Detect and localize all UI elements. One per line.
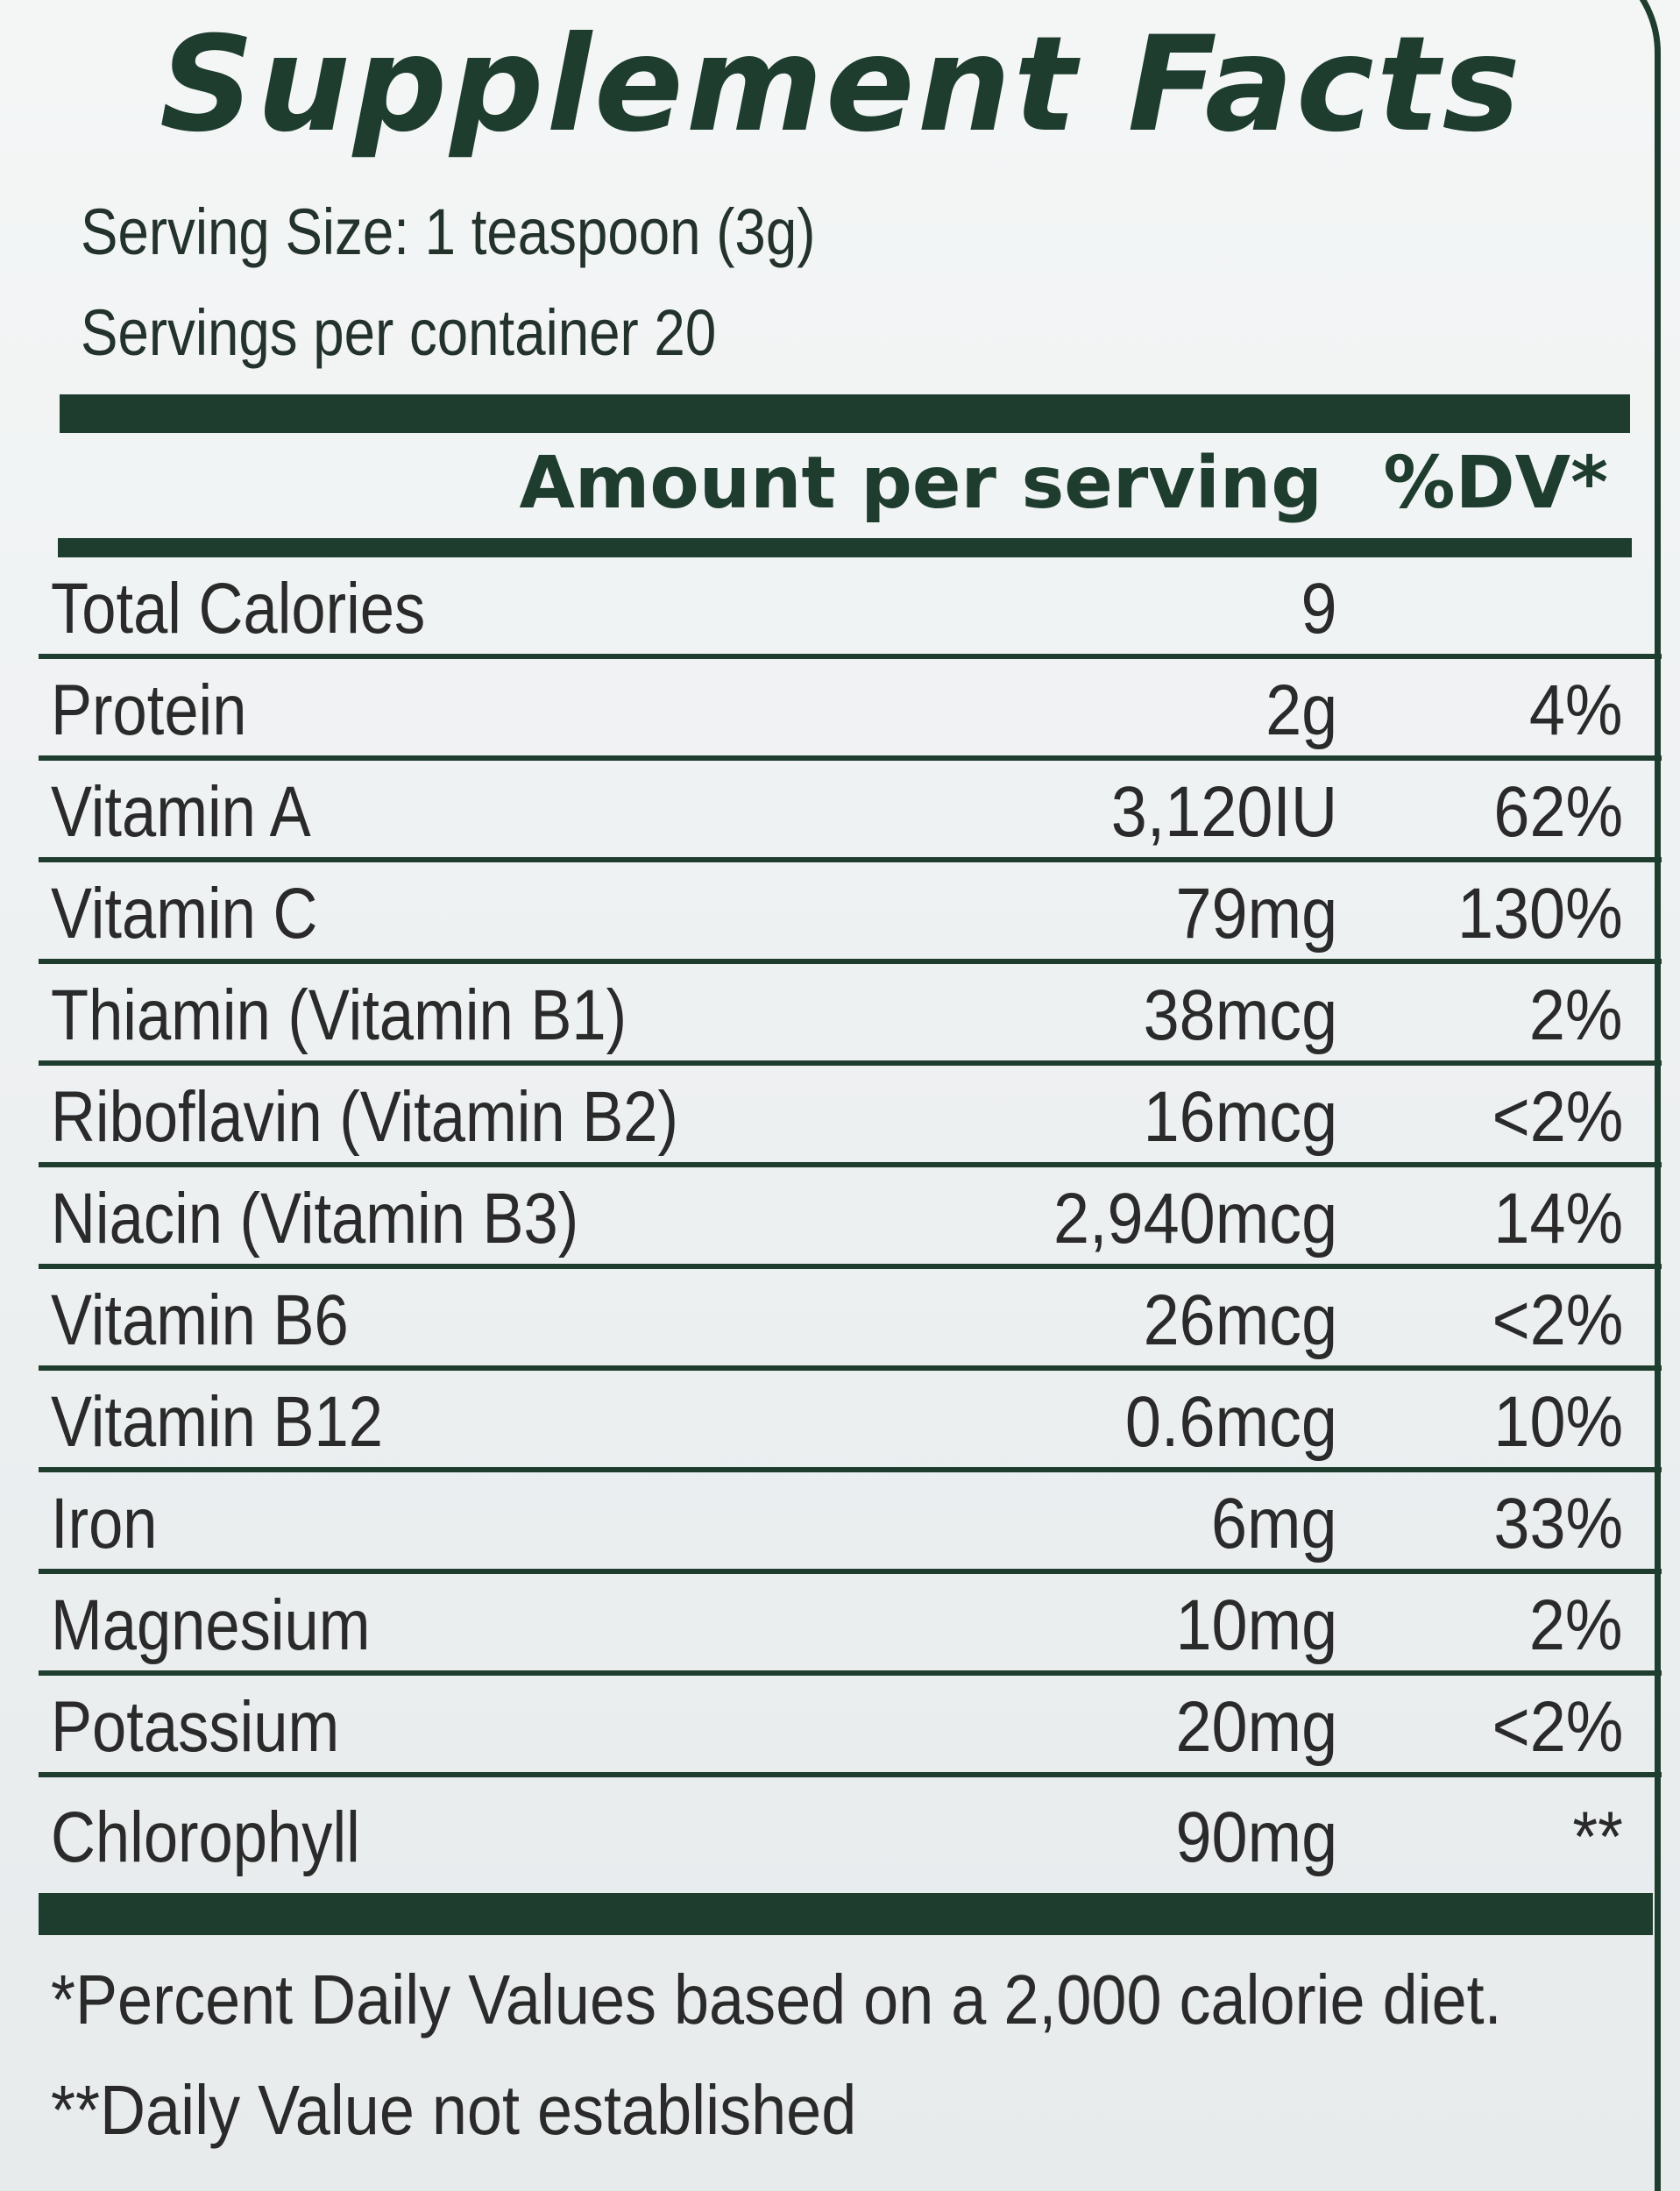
nutrient-dv: 10% xyxy=(1493,1382,1623,1462)
nutrient-dv: 2% xyxy=(1529,975,1623,1055)
nutrient-name: Potassium xyxy=(51,1687,340,1767)
nutrient-amount: 20mg xyxy=(1175,1687,1337,1767)
nutrient-amount: 10mg xyxy=(1175,1585,1337,1665)
table-row: Iron 6mg 33% xyxy=(39,1472,1662,1574)
nutrient-name: Vitamin A xyxy=(51,772,311,852)
nutrient-dv: 62% xyxy=(1493,772,1623,852)
dv-column-header: %DV* xyxy=(1383,442,1608,525)
nutrient-dv: 2% xyxy=(1529,1585,1623,1665)
nutrient-amount: 9 xyxy=(1301,569,1337,649)
footnote-not-established: **Daily Value not established xyxy=(51,2071,857,2149)
nutrient-dv: 130% xyxy=(1457,874,1623,954)
table-row: Potassium 20mg <2% xyxy=(39,1676,1662,1777)
amount-column-header: Amount per serving xyxy=(519,442,1322,525)
servings-per-container: Servings per container 20 xyxy=(81,296,717,369)
nutrient-name: Protein xyxy=(51,670,247,750)
table-row: Total Calories 9 xyxy=(39,557,1662,659)
table-row: Riboflavin (Vitamin B2) 16mcg <2% xyxy=(39,1066,1662,1167)
serving-size: Serving Size: 1 teaspoon (3g) xyxy=(81,195,816,268)
nutrient-table: Total Calories 9 Protein 2g 4% Vitamin A… xyxy=(39,557,1662,1883)
table-row: Chlorophyll 90mg ** xyxy=(39,1777,1662,1883)
nutrient-name: Total Calories xyxy=(51,569,426,649)
nutrient-amount: 3,120IU xyxy=(1110,772,1337,852)
nutrient-name: Vitamin B6 xyxy=(51,1280,349,1360)
nutrient-dv: 4% xyxy=(1529,670,1623,750)
nutrient-name: Chlorophyll xyxy=(51,1797,360,1877)
nutrient-name: Thiamin (Vitamin B1) xyxy=(51,975,627,1055)
table-row: Vitamin A 3,120IU 62% xyxy=(39,761,1662,862)
nutrient-dv: <2% xyxy=(1492,1687,1623,1767)
nutrient-dv: <2% xyxy=(1492,1280,1623,1360)
table-row: Niacin (Vitamin B3) 2,940mcg 14% xyxy=(39,1167,1662,1269)
nutrient-dv: <2% xyxy=(1492,1077,1623,1157)
table-row: Magnesium 10mg 2% xyxy=(39,1574,1662,1676)
nutrient-name: Vitamin B12 xyxy=(51,1382,383,1462)
nutrient-dv: 14% xyxy=(1493,1179,1623,1259)
table-row: Vitamin C 79mg 130% xyxy=(39,862,1662,964)
header-divider-bar xyxy=(58,538,1632,557)
nutrient-name: Iron xyxy=(51,1484,158,1563)
nutrient-amount: 26mcg xyxy=(1143,1280,1337,1360)
nutrient-amount: 2,940mcg xyxy=(1053,1179,1337,1259)
nutrient-name: Niacin (Vitamin B3) xyxy=(51,1179,579,1259)
table-row: Vitamin B6 26mcg <2% xyxy=(39,1269,1662,1371)
panel-title: Supplement Facts xyxy=(159,9,1523,161)
nutrient-name: Riboflavin (Vitamin B2) xyxy=(51,1077,678,1157)
nutrient-amount: 79mg xyxy=(1175,874,1337,954)
nutrient-amount: 0.6mcg xyxy=(1124,1382,1337,1462)
footnote-daily-values: *Percent Daily Values based on a 2,000 c… xyxy=(51,1961,1502,2039)
bottom-divider-bar xyxy=(39,1893,1653,1935)
nutrient-dv: ** xyxy=(1572,1797,1623,1877)
top-divider-bar xyxy=(60,394,1630,433)
nutrient-amount: 38mcg xyxy=(1143,975,1337,1055)
nutrient-amount: 90mg xyxy=(1175,1797,1337,1877)
nutrient-name: Vitamin C xyxy=(51,874,318,954)
nutrient-amount: 6mg xyxy=(1211,1484,1337,1563)
nutrient-amount: 2g xyxy=(1265,670,1337,750)
table-row: Protein 2g 4% xyxy=(39,659,1662,761)
table-row: Vitamin B12 0.6mcg 10% xyxy=(39,1371,1662,1472)
table-row: Thiamin (Vitamin B1) 38mcg 2% xyxy=(39,964,1662,1066)
nutrient-amount: 16mcg xyxy=(1143,1077,1337,1157)
nutrient-name: Magnesium xyxy=(51,1585,371,1665)
nutrient-dv: 33% xyxy=(1493,1484,1623,1563)
